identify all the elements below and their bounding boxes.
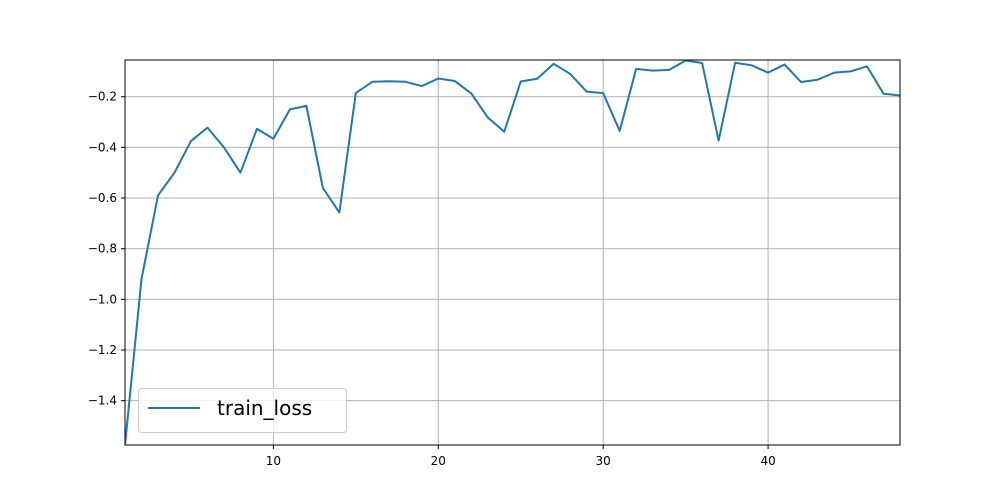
grid-lines [125, 60, 900, 445]
x-tick-label: 10 [266, 454, 281, 468]
series-line-train-loss [125, 60, 900, 445]
y-tick-label: −1.4 [88, 394, 117, 408]
y-tick-label: −1.0 [88, 292, 117, 306]
y-tick-label: −0.8 [88, 242, 117, 256]
y-tick-label: −0.6 [88, 191, 117, 205]
plot-area [125, 60, 900, 445]
legend: train_loss [138, 388, 347, 433]
x-tick-label: 30 [596, 454, 611, 468]
x-tick-label: 40 [760, 454, 775, 468]
legend-label-train-loss: train_loss [217, 396, 312, 420]
series-lines [125, 60, 900, 445]
y-tick-label: −0.2 [88, 90, 117, 104]
legend-frame [138, 388, 347, 433]
x-tick-label: 20 [431, 454, 446, 468]
y-tick-label: −0.4 [88, 140, 117, 154]
axes-ticks: 10 20 30 40 −1.4 −1.2 −1.0 −0.8 −0.6 −0.4 −0.2 [88, 90, 776, 468]
plot-frame [124, 59, 901, 446]
y-tick-label: −1.2 [88, 343, 117, 357]
